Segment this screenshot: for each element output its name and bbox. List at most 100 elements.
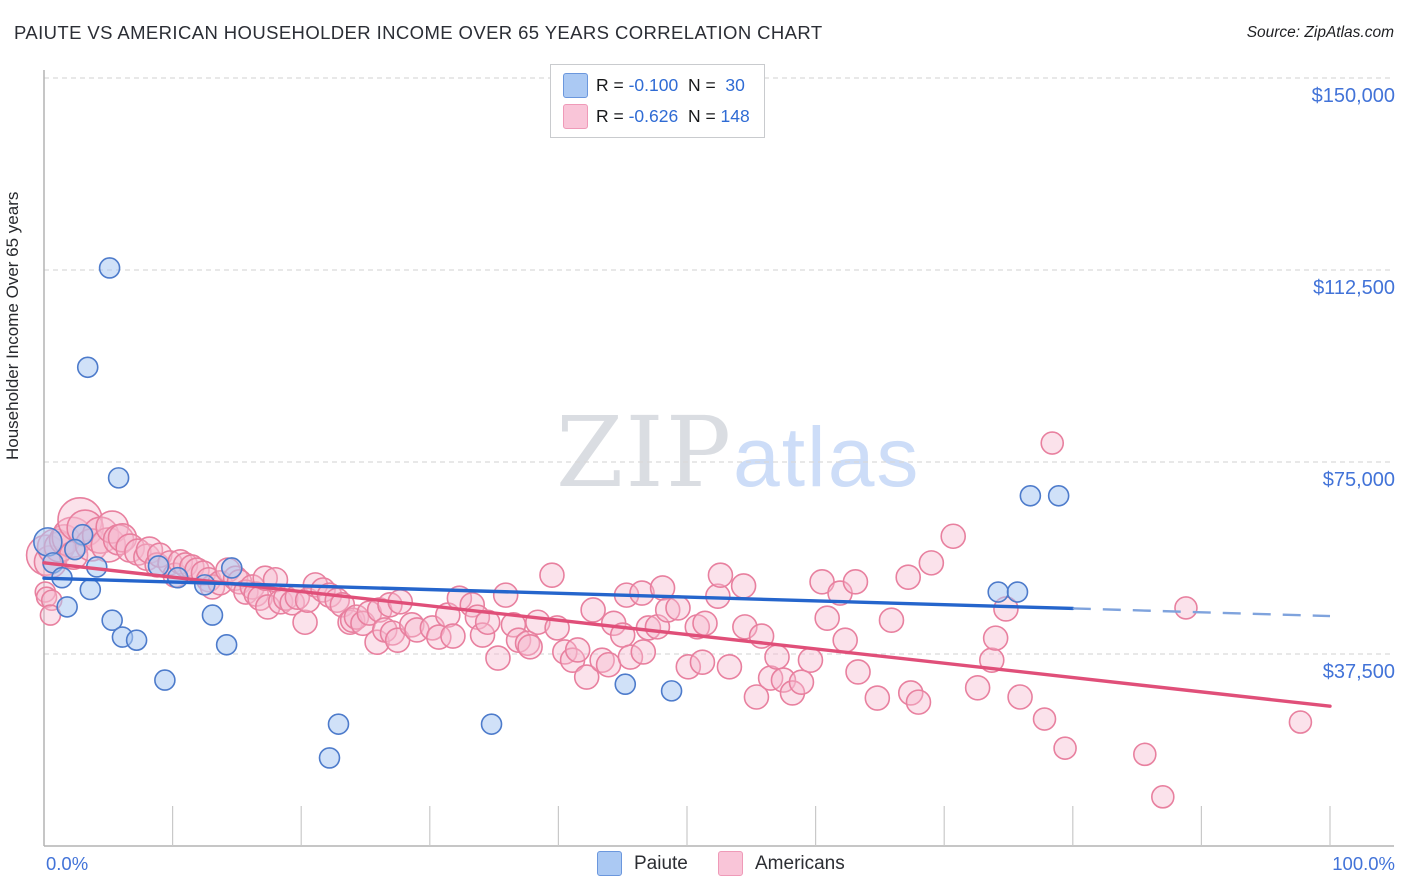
paiute-point[interactable] <box>98 257 121 279</box>
americans-point[interactable] <box>630 639 657 665</box>
americans-point[interactable] <box>905 689 932 715</box>
paiute-point[interactable] <box>56 596 78 618</box>
americans-point[interactable] <box>564 637 591 663</box>
americans-point[interactable] <box>517 634 543 660</box>
page-title: PAIUTE VS AMERICAN HOUSEHOLDER INCOME OV… <box>14 22 823 43</box>
americans-legend-swatch <box>563 104 588 129</box>
americans-point[interactable] <box>1032 707 1057 731</box>
americans-point[interactable] <box>292 609 318 636</box>
americans-point[interactable] <box>692 610 718 637</box>
paiute-point[interactable] <box>33 527 63 557</box>
americans-point[interactable] <box>842 569 869 595</box>
paiute-point[interactable] <box>480 713 503 735</box>
americans-point[interactable] <box>580 597 606 623</box>
paiute-point[interactable] <box>125 629 148 651</box>
americans-point[interactable] <box>864 685 891 711</box>
y-axis-label: $37,500 <box>1322 661 1395 683</box>
americans-point[interactable] <box>716 653 743 680</box>
paiute-point[interactable] <box>220 557 243 579</box>
americans-point[interactable] <box>398 612 425 638</box>
paiute-legend-swatch <box>563 73 588 98</box>
americans-point[interactable] <box>1053 736 1077 761</box>
americans-point[interactable] <box>878 607 905 634</box>
americans-point[interactable] <box>707 562 734 588</box>
americans-point[interactable] <box>964 674 991 701</box>
americans-point[interactable] <box>797 647 824 673</box>
americans-point[interactable] <box>1040 431 1065 455</box>
source-attribution: Source: ZipAtlas.com <box>1246 24 1394 41</box>
americans-point[interactable] <box>1151 785 1175 809</box>
americans-point[interactable] <box>377 592 403 618</box>
americans-point[interactable] <box>107 522 138 553</box>
paiute-point[interactable] <box>1019 484 1042 507</box>
americans-point[interactable] <box>845 659 871 685</box>
paiute-point[interactable] <box>64 538 86 561</box>
americans-point[interactable] <box>814 605 840 631</box>
y-axis-label: $112,500 <box>1313 277 1395 299</box>
legend-item-americans[interactable]: Americans <box>718 851 845 876</box>
americans-point[interactable] <box>940 523 967 550</box>
americans-swatch <box>718 851 743 876</box>
stats-row-americans: R = -0.626 N = 148 <box>563 104 750 129</box>
paiute-point[interactable] <box>107 467 130 489</box>
paiute-point[interactable] <box>660 680 683 702</box>
americans-point[interactable] <box>124 538 152 566</box>
americans-point[interactable] <box>595 651 622 678</box>
americans-point[interactable] <box>573 664 600 690</box>
americans-point[interactable] <box>982 625 1009 651</box>
americans-point[interactable] <box>779 680 806 706</box>
paiute-point[interactable] <box>987 581 1010 603</box>
paiute-point[interactable] <box>101 609 123 632</box>
paiute-point[interactable] <box>147 555 170 577</box>
americans-point[interactable] <box>1007 684 1033 710</box>
paiute-point[interactable] <box>201 604 224 626</box>
paiute-trend-extension <box>1072 607 1331 618</box>
americans-point[interactable] <box>743 684 770 710</box>
americans-point[interactable] <box>675 653 702 680</box>
americans-point[interactable] <box>895 564 921 591</box>
paiute-point[interactable] <box>1047 484 1070 507</box>
paiute-point[interactable] <box>193 574 216 596</box>
americans-point[interactable] <box>379 620 406 646</box>
paiute-point[interactable] <box>154 669 176 691</box>
americans-point[interactable] <box>764 644 790 670</box>
paiute-point[interactable] <box>327 713 350 735</box>
americans-point[interactable] <box>788 669 815 695</box>
paiute-point[interactable] <box>79 578 102 601</box>
americans-point[interactable] <box>364 629 390 656</box>
americans-point[interactable] <box>665 595 691 621</box>
x-axis-min-label: 0.0% <box>46 853 89 874</box>
americans-point[interactable] <box>514 630 541 657</box>
legend-label: Americans <box>755 852 845 874</box>
stats-row-paiute: R = -0.100 N = 30 <box>563 73 750 98</box>
x-axis-max-label: 100.0% <box>1332 853 1395 874</box>
americans-point[interactable] <box>1288 710 1313 734</box>
americans-point[interactable] <box>629 580 655 606</box>
paiute-point[interactable] <box>614 673 637 696</box>
americans-point[interactable] <box>426 624 452 650</box>
paiute-point[interactable] <box>76 356 99 379</box>
americans-point[interactable] <box>832 627 858 653</box>
americans-point[interactable] <box>440 623 466 649</box>
americans-point[interactable] <box>474 609 501 636</box>
americans-point[interactable] <box>918 550 945 576</box>
americans-point[interactable] <box>730 573 757 599</box>
americans-trend-line <box>42 561 1332 708</box>
legend-item-paiute[interactable]: Paiute <box>597 851 688 876</box>
paiute-point[interactable] <box>318 747 341 769</box>
americans-point[interactable] <box>485 645 511 671</box>
americans-point[interactable] <box>492 582 519 608</box>
americans-point[interactable] <box>689 649 716 675</box>
paiute-point[interactable] <box>215 633 238 656</box>
paiute-point[interactable] <box>1006 581 1029 603</box>
legend-label: Paiute <box>634 852 688 874</box>
americans-point[interactable] <box>469 622 496 648</box>
americans-point[interactable] <box>732 614 758 640</box>
americans-point[interactable] <box>757 665 784 691</box>
americans-point[interactable] <box>1174 596 1198 620</box>
americans-point[interactable] <box>539 562 565 588</box>
americans-point[interactable] <box>339 607 366 634</box>
americans-point[interactable] <box>1133 742 1157 767</box>
americans-point[interactable] <box>617 644 644 670</box>
